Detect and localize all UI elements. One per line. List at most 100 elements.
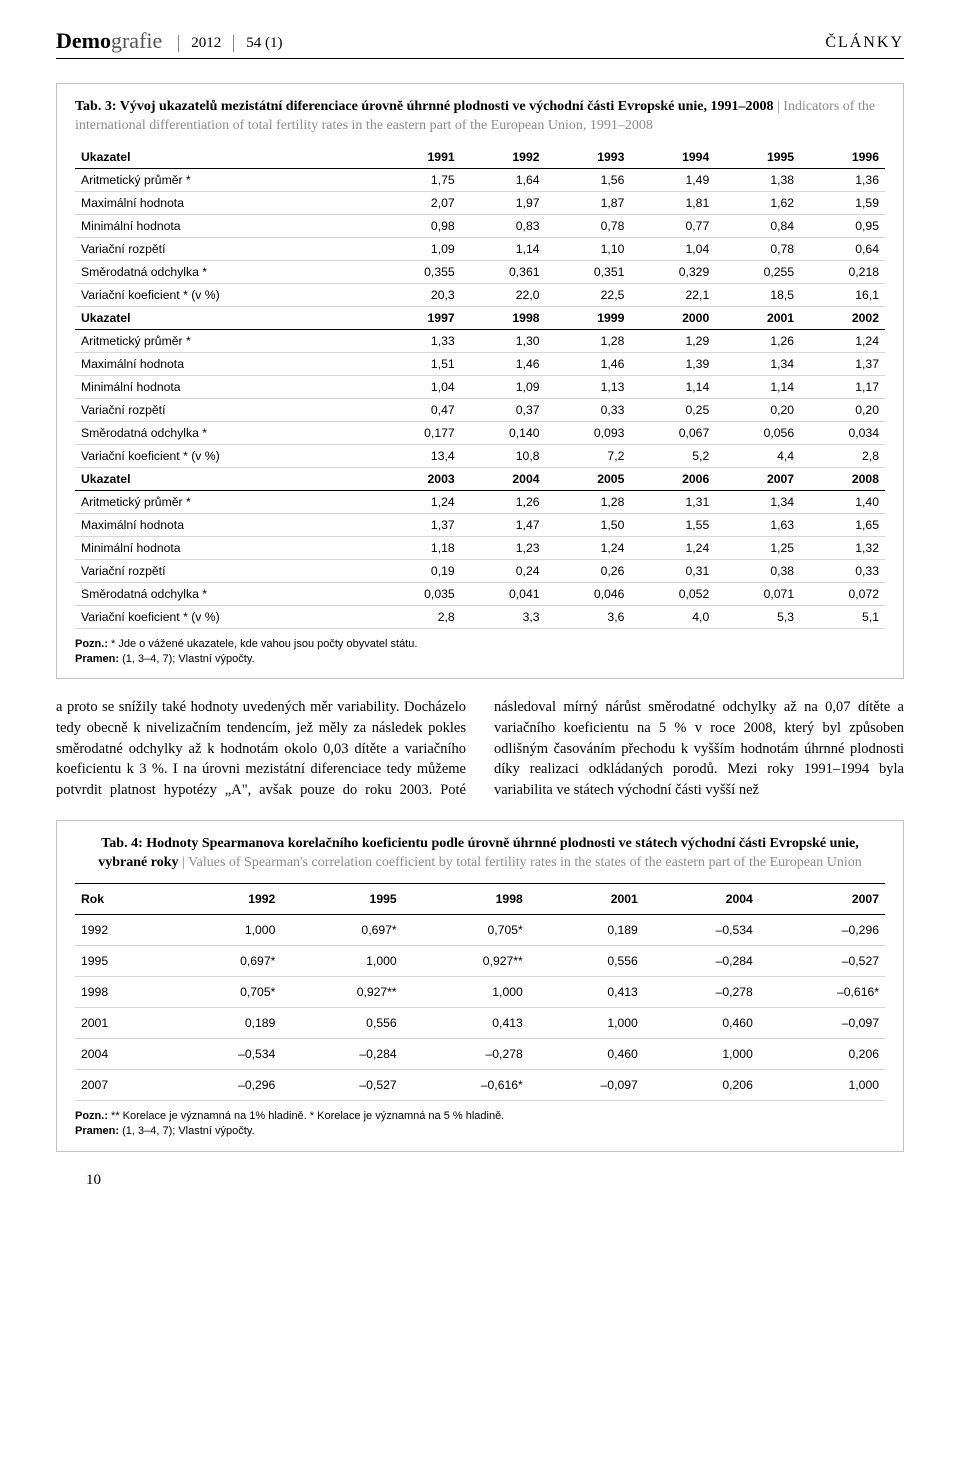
table-cell: 0,33 <box>546 398 631 421</box>
table-row: Maximální hodnota1,371,471,501,551,631,6… <box>75 513 885 536</box>
table-cell: Aritmetický průměr * <box>75 168 376 191</box>
table-cell: 16,1 <box>800 283 885 306</box>
tab3-foot1-label: Pozn.: <box>75 638 108 650</box>
table-cell: 1,23 <box>461 536 546 559</box>
table-cell: 0,78 <box>546 214 631 237</box>
table-cell: 0,705* <box>166 977 281 1008</box>
table-cell: Variační koeficient * (v %) <box>75 283 376 306</box>
tab3-table: Ukazatel199119921993199419951996Aritmeti… <box>75 146 885 629</box>
table-cell: 1,28 <box>546 490 631 513</box>
table-cell: –0,097 <box>759 1008 885 1039</box>
table-cell: 0,95 <box>800 214 885 237</box>
table-cell: Minimální hodnota <box>75 536 376 559</box>
table-cell: 1,56 <box>546 168 631 191</box>
table-cell: 1,25 <box>715 536 800 559</box>
table-cell: 1,62 <box>715 191 800 214</box>
tab4-foot1-label: Pozn.: <box>75 1110 108 1122</box>
table-cell: 1,47 <box>461 513 546 536</box>
table-cell: 1,09 <box>461 375 546 398</box>
table-cell: 0,189 <box>166 1008 281 1039</box>
table-cell: 0,556 <box>281 1008 402 1039</box>
page-number: 10 <box>86 1172 904 1189</box>
volume: 54 (1) <box>233 35 282 52</box>
tab4-col-header: 1992 <box>166 884 281 915</box>
table-cell: Maximální hodnota <box>75 513 376 536</box>
table-cell: 1,50 <box>546 513 631 536</box>
table-cell: 1,24 <box>800 329 885 352</box>
tab3-foot2-label: Pramen: <box>75 653 119 665</box>
table-cell: 22,5 <box>546 283 631 306</box>
table-row: 19921,0000,697*0,705*0,189–0,534–0,296 <box>75 915 885 946</box>
table-row: Minimální hodnota1,181,231,241,241,251,3… <box>75 536 885 559</box>
table-cell: 0,83 <box>461 214 546 237</box>
table-cell: 0,927** <box>281 977 402 1008</box>
section-label: ČLÁNKY <box>825 34 904 54</box>
tab3-col-header: 1993 <box>546 146 631 169</box>
table-cell: 0,071 <box>715 582 800 605</box>
table-cell: –0,527 <box>281 1070 402 1101</box>
table-cell: 1,14 <box>715 375 800 398</box>
table-cell: 0,64 <box>800 237 885 260</box>
tab4-box: Tab. 4: Hodnoty Spearmanova korelačního … <box>56 820 904 1151</box>
table-cell: 1,63 <box>715 513 800 536</box>
table-cell: 0,218 <box>800 260 885 283</box>
table-cell: 1,46 <box>461 352 546 375</box>
table-row: Minimální hodnota1,041,091,131,141,141,1… <box>75 375 885 398</box>
table-cell: 0,33 <box>800 559 885 582</box>
table-cell: 3,6 <box>546 605 631 628</box>
table-cell: Maximální hodnota <box>75 191 376 214</box>
table-cell: 0,413 <box>529 977 644 1008</box>
table-cell: 2001 <box>75 1008 166 1039</box>
tab3-foot2: (1, 3–4, 7); Vlastní výpočty. <box>119 653 255 665</box>
table-cell: 22,1 <box>630 283 715 306</box>
table-cell: 1,40 <box>800 490 885 513</box>
tab4-foot2: (1, 3–4, 7); Vlastní výpočty. <box>119 1125 255 1137</box>
table-cell: –0,616* <box>759 977 885 1008</box>
table-cell: 1,29 <box>630 329 715 352</box>
table-cell: 0,189 <box>529 915 644 946</box>
table-cell: 1,75 <box>376 168 461 191</box>
tab3-col-header: 2006 <box>630 467 715 490</box>
table-cell: –0,278 <box>644 977 759 1008</box>
table-cell: Aritmetický průměr * <box>75 329 376 352</box>
table-row: Směrodatná odchylka *0,3550,3610,3510,32… <box>75 260 885 283</box>
table-cell: 1,97 <box>461 191 546 214</box>
table-cell: 22,0 <box>461 283 546 306</box>
table-cell: 1,30 <box>461 329 546 352</box>
table-cell: 0,20 <box>800 398 885 421</box>
tab4-col-header: 2007 <box>759 884 885 915</box>
table-cell: –0,284 <box>281 1039 402 1070</box>
tab4-footnotes: Pozn.: ** Korelace je významná na 1% hla… <box>75 1109 885 1139</box>
table-cell: 0,20 <box>715 398 800 421</box>
table-cell: 1,04 <box>630 237 715 260</box>
table-cell: Směrodatná odchylka * <box>75 582 376 605</box>
table-cell: 1,000 <box>403 977 529 1008</box>
table-cell: 0,705* <box>403 915 529 946</box>
tab3-col-header: 2007 <box>715 467 800 490</box>
table-cell: 1992 <box>75 915 166 946</box>
table-cell: 2007 <box>75 1070 166 1101</box>
table-cell: Minimální hodnota <box>75 375 376 398</box>
tab3-col-header: 2002 <box>800 306 885 329</box>
table-row: Maximální hodnota1,511,461,461,391,341,3… <box>75 352 885 375</box>
table-cell: 0,361 <box>461 260 546 283</box>
tab4-caption: Tab. 4: Hodnoty Spearmanova korelačního … <box>75 835 885 873</box>
table-cell: 7,2 <box>546 444 631 467</box>
table-cell: –0,296 <box>166 1070 281 1101</box>
year: 2012 <box>178 35 221 52</box>
table-cell: 0,19 <box>376 559 461 582</box>
table-cell: –0,296 <box>759 915 885 946</box>
table-cell: Variační koeficient * (v %) <box>75 444 376 467</box>
table-cell: 0,355 <box>376 260 461 283</box>
table-cell: 0,84 <box>715 214 800 237</box>
tab4-foot2-label: Pramen: <box>75 1125 119 1137</box>
table-row: Minimální hodnota0,980,830,780,770,840,9… <box>75 214 885 237</box>
table-cell: 5,2 <box>630 444 715 467</box>
table-cell: 0,041 <box>461 582 546 605</box>
table-cell: 1,33 <box>376 329 461 352</box>
table-cell: 0,034 <box>800 421 885 444</box>
table-cell: 0,255 <box>715 260 800 283</box>
table-cell: 1,46 <box>546 352 631 375</box>
table-cell: 1,34 <box>715 352 800 375</box>
table-cell: 0,072 <box>800 582 885 605</box>
